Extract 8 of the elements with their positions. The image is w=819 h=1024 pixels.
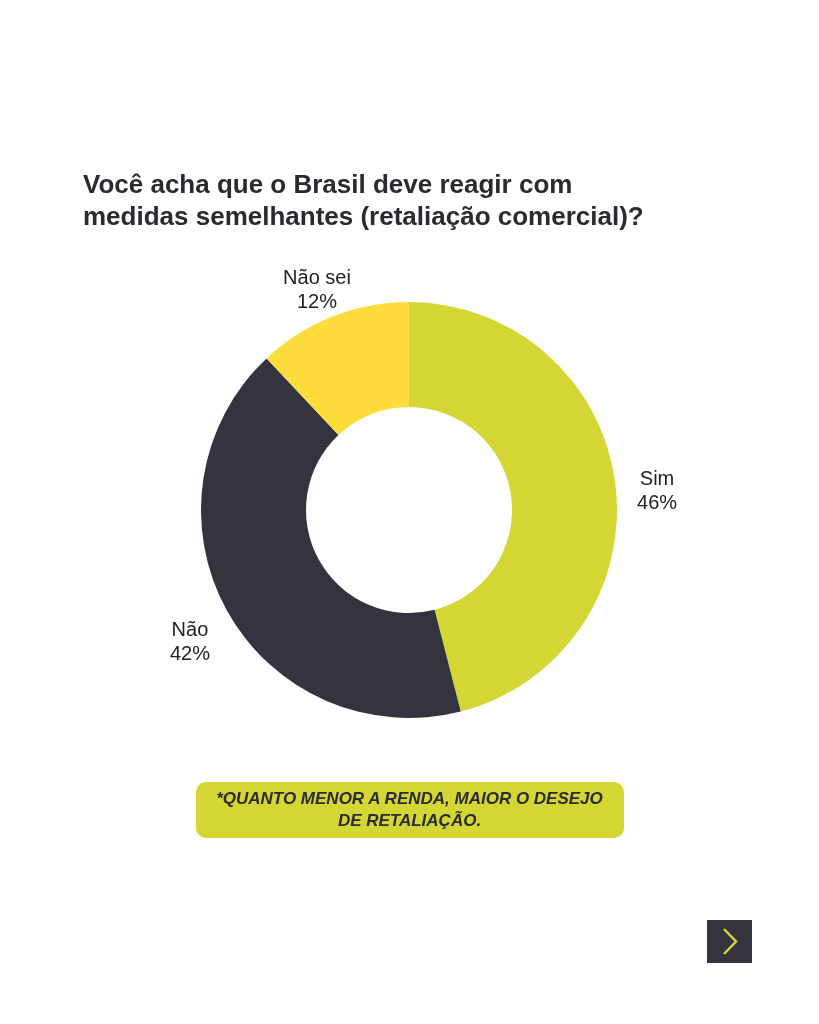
text: *QUANTO MENOR A RENDA, MAIOR O DESEJO DE RETALIAÇÃO. <box>195 782 624 838</box>
slice-label: Sim <box>639 466 675 489</box>
slice-label: Não sei <box>283 265 351 288</box>
chart-title: Você acha que o Brasil deve reagir com medidas semelhantes (retaliação comercial)? <box>83 168 645 232</box>
data-label: 46% <box>637 490 678 513</box>
data-label: 12% <box>296 289 338 312</box>
data-label: 42% <box>169 642 211 665</box>
slice-label: Não <box>171 618 209 641</box>
